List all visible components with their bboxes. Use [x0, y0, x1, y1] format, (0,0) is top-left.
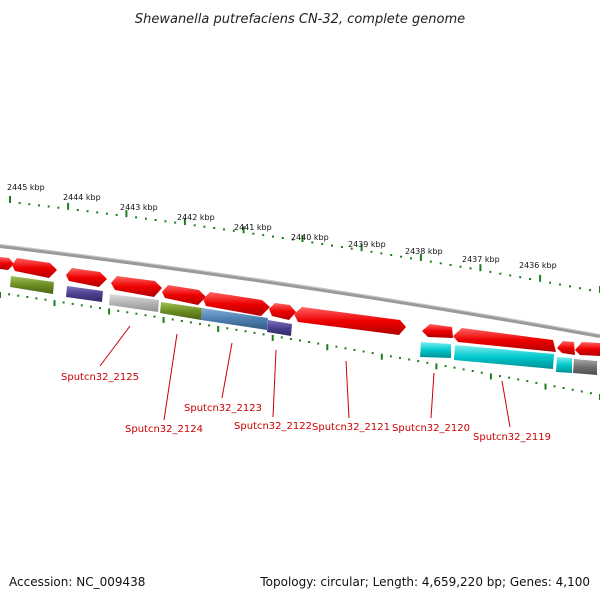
gene-arrow[interactable] [422, 324, 453, 338]
gene-label-2125[interactable]: Sputcn32_2125 [61, 372, 139, 383]
accession-text: Accession: NC_009438 [9, 575, 145, 589]
gene-label-2120[interactable]: Sputcn32_2120 [392, 423, 470, 434]
gene-box-gray[interactable] [109, 294, 159, 312]
scale-label-2441: 2441 kbp [234, 223, 272, 232]
gene-box-cyan[interactable] [454, 345, 554, 369]
gene-label-2121[interactable]: Sputcn32_2121 [312, 422, 390, 433]
page-title: Shewanella putrefaciens CN-32, complete … [135, 12, 465, 27]
gene-arrow[interactable] [294, 307, 406, 335]
gene-label-2124[interactable]: Sputcn32_2124 [125, 424, 203, 435]
scale-label-2437: 2437 kbp [462, 255, 500, 264]
gene-arrow[interactable] [162, 285, 206, 305]
gene-arrow[interactable] [0, 257, 14, 270]
inner-scale [0, 292, 600, 400]
forward-strand-genes [0, 257, 600, 356]
gene-arrow[interactable] [203, 292, 270, 316]
gene-arrow[interactable] [269, 303, 296, 320]
scale-label-2443: 2443 kbp [120, 203, 158, 212]
gene-label-2119[interactable]: Sputcn32_2119 [473, 432, 551, 443]
gene-label-2123[interactable]: Sputcn32_2123 [184, 403, 262, 414]
gene-arrow[interactable] [12, 258, 57, 278]
gene-arrow[interactable] [453, 328, 556, 352]
gene-labels: Sputcn32_2125 Sputcn32_2124 Sputcn32_212… [61, 372, 551, 443]
scale-label-2439: 2439 kbp [348, 240, 386, 249]
gene-box-cyan[interactable] [556, 357, 572, 373]
gene-box-navy[interactable] [66, 286, 103, 302]
gene-arrow[interactable] [66, 268, 107, 287]
scale-labels: 2445 kbp 2444 kbp 2443 kbp 2442 kbp 2441… [7, 183, 557, 270]
gene-box-navy[interactable] [267, 320, 292, 336]
gene-box-steel[interactable] [201, 308, 268, 330]
scale-label-2440: 2440 kbp [291, 233, 329, 242]
scale-label-2444: 2444 kbp [63, 193, 101, 202]
scale-label-2442: 2442 kbp [177, 213, 215, 222]
gene-box-darkgray[interactable] [573, 359, 597, 375]
gene-box-olive[interactable] [10, 276, 54, 294]
gene-arrow[interactable] [557, 341, 575, 355]
genome-summary-text: Topology: circular; Length: 4,659,220 bp… [259, 575, 590, 589]
gene-arrow[interactable] [111, 276, 162, 297]
genome-backbone [0, 244, 600, 338]
outer-scale [9, 196, 600, 293]
gene-label-2122[interactable]: Sputcn32_2122 [234, 421, 312, 432]
gene-box-cyan[interactable] [420, 342, 451, 358]
scale-label-2445: 2445 kbp [7, 183, 45, 192]
label-leaders [99, 325, 511, 428]
gene-feature-boxes [10, 276, 597, 375]
scale-label-2438: 2438 kbp [405, 247, 443, 256]
scale-label-2436: 2436 kbp [519, 261, 557, 270]
gene-arrow[interactable] [575, 342, 600, 356]
gene-box-olive[interactable] [160, 302, 202, 320]
